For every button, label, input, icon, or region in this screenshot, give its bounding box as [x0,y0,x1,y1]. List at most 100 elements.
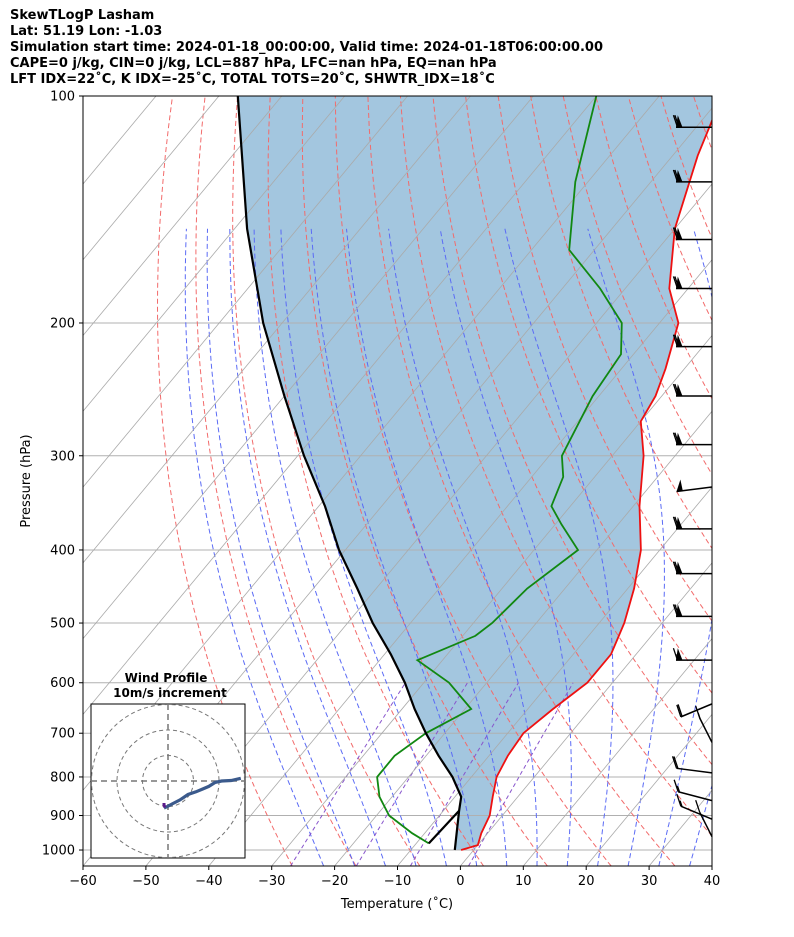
wind-barb [676,793,713,820]
barb-shaft [676,767,713,774]
moist-adiabat [721,229,794,866]
y-tick-label: 500 [50,617,75,632]
x-tick-label: −40 [195,874,222,889]
barb-shaft [677,791,713,802]
y-tick-label: 1000 [42,844,75,859]
wind-barb [676,479,713,493]
isotherm [83,96,283,337]
wind-barb [672,276,712,290]
x-tick-label: 0 [456,874,464,889]
barb-shaft [699,811,713,837]
isotherm [522,638,712,866]
moist-adiabat [658,228,712,866]
x-tick-label: −50 [132,874,159,889]
barb-feather [695,800,701,813]
cape-line: CAPE=0 j/kg, CIN=0 j/kg, LCL=887 hPa, LF… [10,56,497,71]
barb-feather [672,227,679,240]
barb-feather [674,227,680,240]
temperature-line [460,118,712,851]
y-tick-label: 700 [50,727,75,742]
isotherm [334,410,712,866]
barb-shaft [699,717,713,743]
isotherm [397,486,712,866]
wind-barb [695,705,713,743]
dry-adiabat [497,96,712,622]
moist-adiabat [206,228,356,866]
dry-adiabat [693,96,712,152]
isotherm [460,562,712,866]
dry-adiabat [399,96,712,837]
dry-adiabat [367,96,676,866]
barb-flag [676,479,683,492]
wind-profile-inset: Wind Profile 10m/s increment [90,671,246,859]
barb-feather [672,516,679,530]
barb-feather [673,779,679,792]
barb-feather [672,334,679,347]
barb-feather [673,756,679,769]
moist-adiabat [587,228,665,866]
inset-subtitle: 10m/s increment [113,686,227,700]
x-tick-label: 30 [641,874,658,889]
barb-feather [676,793,682,807]
barb-feather [672,169,679,183]
moist-adiabat [439,228,572,866]
isotherm [83,96,534,640]
y-tick-label: 200 [50,316,75,331]
barb-shaft [680,805,713,820]
wind-barb [673,779,713,802]
wind-barbs [671,115,713,837]
isotherm [83,96,471,564]
y-tick-label: 400 [50,543,75,558]
barb-feather [672,604,679,617]
barb-feather [672,432,679,445]
isotherm [83,96,408,488]
barb-feather [674,516,680,530]
wind-barb [672,383,712,397]
wind-barb [672,334,712,348]
wind-barb [672,169,712,183]
barb-feather [674,169,680,183]
dry-adiabat [726,96,794,866]
dry-adiabat [267,96,485,866]
chart-title: SkewTLogP Lasham [10,8,155,23]
x-tick-label: −10 [384,874,411,889]
hodograph-low-level [162,803,167,808]
wind-barb [672,561,712,575]
index-line: LFT IDX=22˚C, K IDX=-25˚C, TOTAL TOTS=20… [10,72,495,87]
barb-feather [674,115,680,128]
barb-feather [672,115,679,128]
y-tick-label: 600 [50,676,75,691]
wind-barb [672,647,712,661]
x-tick-label: −30 [258,874,285,889]
barb-feather [672,276,679,289]
barb-feather [674,334,680,347]
isotherm [208,259,712,866]
dewpoint-line [376,96,623,845]
barb-feather [672,647,679,661]
isotherm [271,334,712,866]
wind-barb [695,800,713,837]
wind-barb [676,703,713,718]
x-tick-label: 40 [704,874,721,889]
barb-feather [672,561,679,574]
dry-adiabat [759,96,794,866]
dry-adiabat [465,96,712,694]
moist-adiabat [229,228,386,866]
barb-feather [674,561,680,574]
barb-half-feather [676,785,681,793]
isotherm [83,96,597,716]
inset-title: Wind Profile [125,671,208,685]
isotherm [585,713,712,866]
x-tick-label: −20 [321,874,348,889]
x-tick-label: 20 [578,874,595,889]
mixing-ratio-line [355,682,468,866]
barb-feather [676,704,682,718]
barb-shaft [680,703,713,718]
location-line: Lat: 51.19 Lon: -1.03 [10,24,163,39]
barb-half-feather [679,800,683,807]
moist-adiabat [280,228,447,866]
y-axis-label: Pressure (hPa) [19,434,34,527]
moist-adiabat [253,228,417,866]
x-tick-label: −60 [69,874,96,889]
barb-feather [677,704,683,717]
